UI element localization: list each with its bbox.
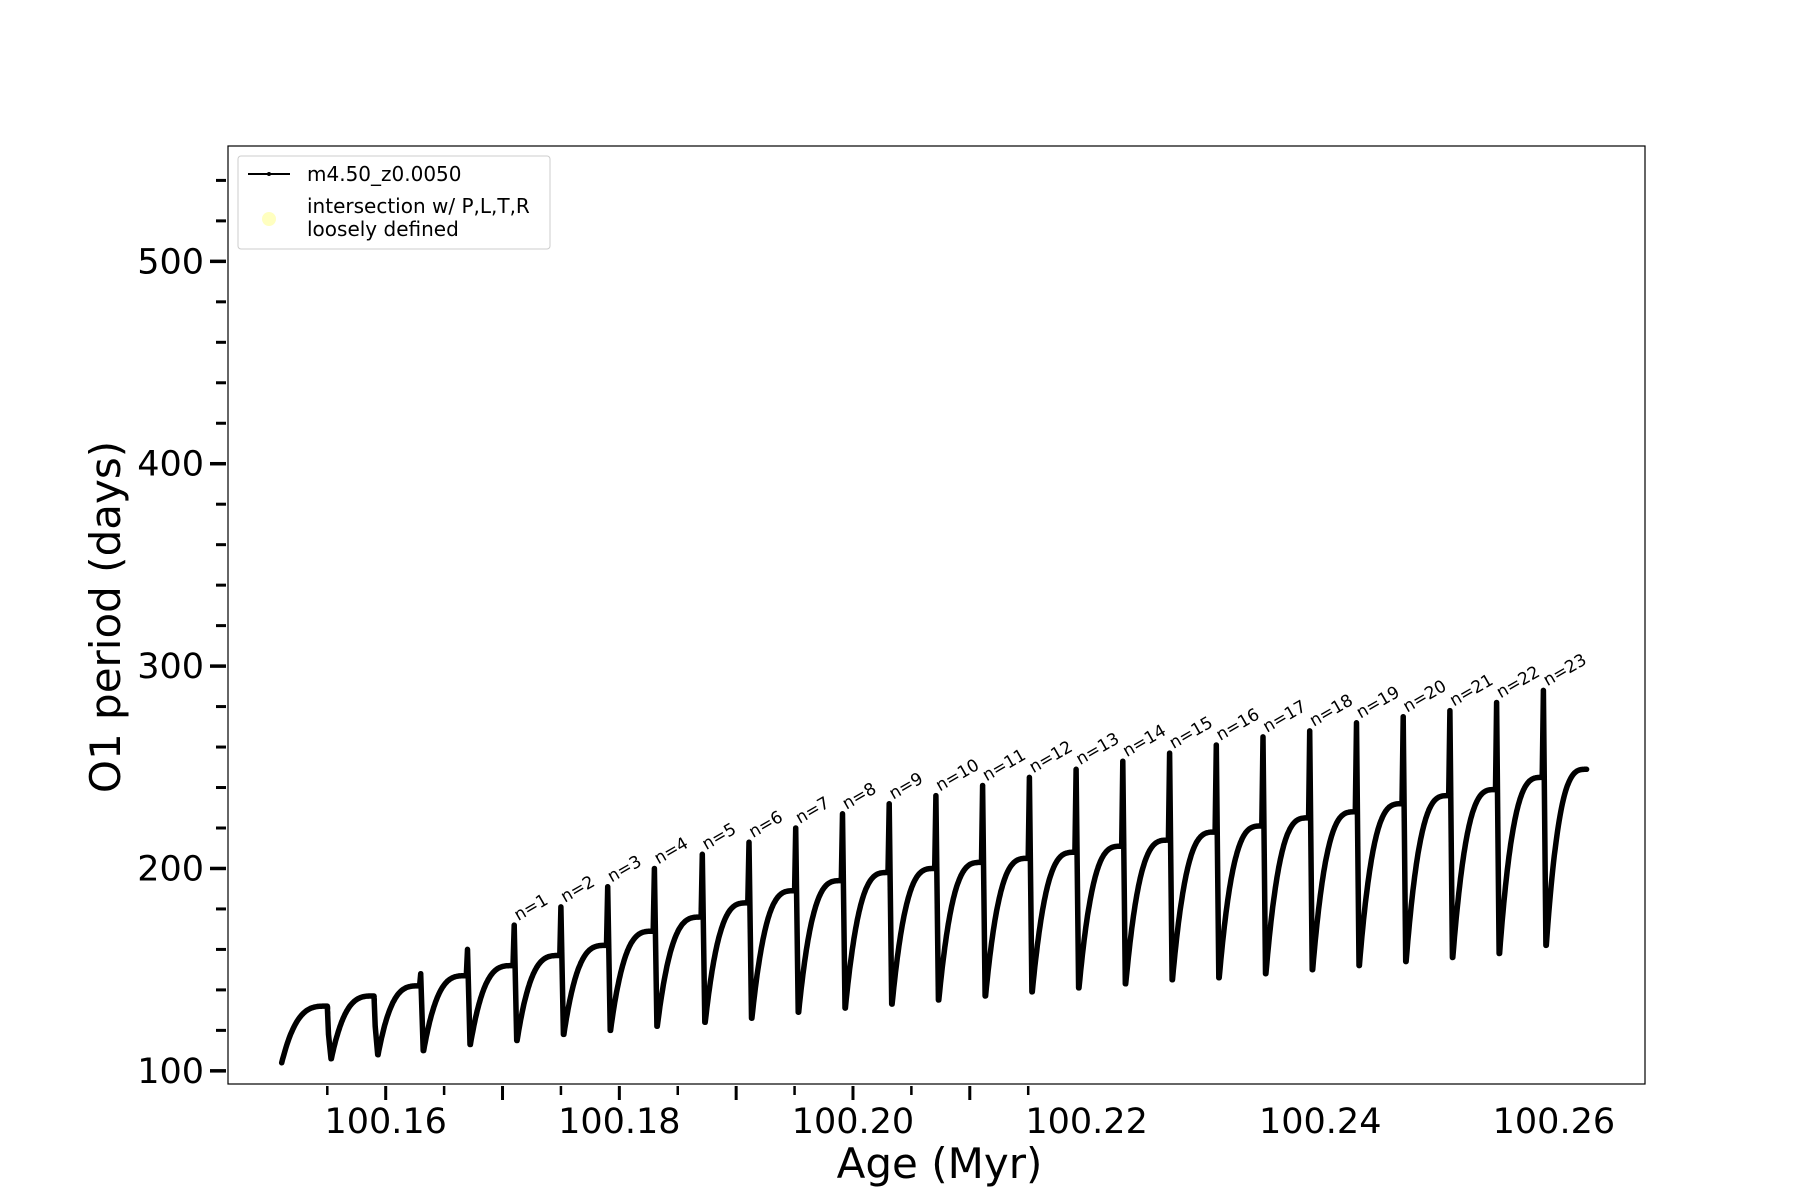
- legend-label-intersection-line2: loosely defined: [307, 217, 459, 241]
- legend-dot-marker: [267, 172, 271, 176]
- spike-point: [464, 946, 470, 952]
- spike-point: [699, 851, 705, 857]
- spike-point: [1353, 720, 1359, 726]
- spike-point: [1213, 742, 1219, 748]
- y-tick-label: 300: [137, 647, 204, 687]
- legend-box: [237, 155, 551, 250]
- pulse-label: n=23: [1540, 650, 1590, 691]
- y-axis-ticks: 100 200 300 400 500: [137, 178, 226, 1092]
- series-layer: [278, 687, 1590, 1066]
- spike-point: [1120, 758, 1126, 764]
- y-axis-title: O1 period (days): [81, 441, 130, 793]
- pulse-label: n=5: [699, 819, 740, 854]
- spike-point: [1307, 728, 1313, 734]
- x-tick-label: 100.20: [792, 1102, 914, 1142]
- x-axis-ticks: 100.16 100.18 100.20 100.22 100.24 100.26: [324, 1086, 1615, 1142]
- spike-point: [651, 865, 657, 871]
- spike-point: [1447, 708, 1453, 714]
- spike-point: [933, 793, 939, 799]
- pulse-label: n=2: [557, 872, 598, 907]
- plot-frame: [227, 145, 1646, 1085]
- spike-point: [1026, 774, 1032, 780]
- series-line: [278, 687, 1590, 1066]
- pulse-label: n=17: [1260, 697, 1310, 738]
- pulse-label: n=4: [651, 834, 692, 869]
- x-tick-label: 100.24: [1259, 1102, 1381, 1142]
- pulse-label: n=16: [1213, 705, 1263, 746]
- x-axis-title: Age (Myr): [837, 1139, 1043, 1188]
- pulse-label: n=14: [1119, 721, 1169, 762]
- spike-point: [886, 801, 892, 807]
- spike-point: [1494, 700, 1500, 706]
- legend-label-series: m4.50_z0.0050: [307, 162, 462, 186]
- pulse-label: n=18: [1306, 691, 1356, 732]
- spike-point: [1167, 750, 1173, 756]
- pulse-label: n=7: [792, 793, 833, 828]
- pulse-label: n=12: [1026, 737, 1076, 778]
- spike-point: [418, 971, 424, 977]
- pulse-label: n=20: [1400, 676, 1450, 717]
- x-tick-label: 100.22: [1025, 1102, 1147, 1142]
- y-tick-label: 400: [137, 445, 204, 485]
- spike-point: [605, 884, 611, 890]
- spike-point: [1400, 714, 1406, 720]
- spike-point: [372, 1023, 378, 1029]
- spike-point: [558, 904, 564, 910]
- spike-point: [325, 1031, 331, 1037]
- spike-point: [839, 811, 845, 817]
- pulse-label: n=21: [1446, 670, 1496, 711]
- pulse-label: n=19: [1353, 682, 1403, 723]
- pulse-label: n=11: [979, 745, 1029, 786]
- pulse-label: n=9: [886, 769, 927, 804]
- spike-point: [980, 782, 986, 788]
- pulse-label: n=1: [511, 890, 552, 925]
- spike-point: [511, 922, 517, 928]
- spike-point: [746, 839, 752, 845]
- y-tick-label: 100: [137, 1052, 204, 1092]
- y-tick-label: 500: [137, 242, 204, 282]
- legend-label-intersection: intersection w/ P,L,T,R: [307, 194, 530, 218]
- pulse-label: n=3: [604, 852, 645, 887]
- spike-point: [793, 825, 799, 831]
- x-tick-label: 100.16: [324, 1102, 446, 1142]
- spike-point: [1540, 687, 1546, 693]
- pulse-label: n=15: [1166, 713, 1216, 754]
- pulse-label: n=22: [1493, 662, 1543, 703]
- x-tick-label: 100.26: [1493, 1102, 1615, 1142]
- legend-circle-marker: [262, 212, 276, 226]
- pulse-label: n=6: [746, 807, 787, 842]
- pulse-label: n=13: [1073, 729, 1123, 770]
- pulse-label: n=10: [932, 755, 982, 796]
- y-tick-label: 200: [137, 849, 204, 889]
- spike-point: [1073, 766, 1079, 772]
- spike-point: [1260, 734, 1266, 740]
- pulse-label: n=8: [839, 779, 880, 814]
- legend: m4.50_z0.0050 intersection w/ P,L,T,R lo…: [237, 155, 551, 250]
- x-tick-label: 100.18: [558, 1102, 680, 1142]
